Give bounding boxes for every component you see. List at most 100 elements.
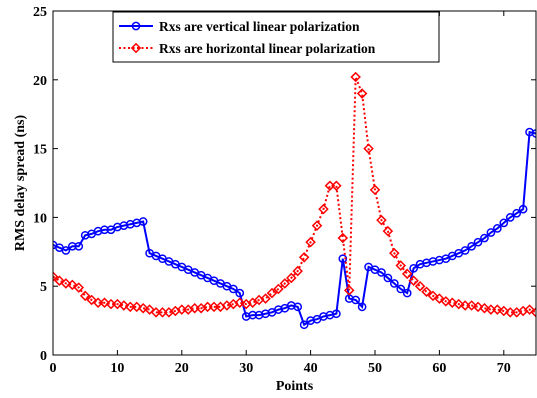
data-point-circle (493, 224, 502, 233)
data-point-circle (531, 129, 536, 138)
data-point-diamond (440, 296, 452, 307)
data-point-circle (383, 273, 393, 283)
data-point-diamond (350, 71, 361, 83)
y-tick-label: 0 (40, 349, 47, 364)
data-point-diamond (266, 287, 278, 299)
data-point-diamond (144, 304, 155, 315)
y-axis-title: RMS delay spread (ns) (13, 115, 28, 252)
plot-area (53, 11, 536, 355)
data-point-diamond (292, 265, 303, 277)
plot-frame (52, 10, 537, 356)
data-point-circle (377, 268, 386, 277)
data-point-diamond (376, 214, 387, 226)
legend-entry: Rxs are horizontal linear polarization (119, 41, 376, 56)
data-point-circle (248, 310, 257, 320)
data-point-diamond (356, 88, 368, 99)
data-point-diamond (86, 294, 97, 306)
data-point-circle (235, 288, 245, 298)
x-tick-label: 20 (175, 361, 189, 376)
data-point-circle (486, 228, 496, 237)
data-point-diamond (60, 278, 72, 289)
data-point-circle (351, 295, 361, 305)
data-point-diamond (479, 302, 490, 314)
data-point-circle (409, 263, 418, 273)
y-tick-label: 20 (33, 74, 47, 89)
data-point-circle (480, 233, 489, 243)
data-point-diamond (273, 283, 284, 295)
data-point-diamond (453, 298, 464, 310)
data-point-diamond (337, 232, 349, 244)
data-point-diamond (131, 301, 142, 313)
data-point-diamond (382, 225, 394, 237)
x-tick-label: 50 (368, 361, 382, 376)
chart-marks (53, 71, 536, 330)
data-point-circle (389, 279, 399, 288)
legend-entry: Rxs are vertical linear polarization (119, 19, 360, 34)
data-point-diamond (434, 293, 445, 304)
data-point-diamond (79, 290, 91, 302)
legend-box (112, 11, 440, 63)
series-horizontal-polarization (53, 71, 536, 318)
legend-label: Rxs are vertical linear polarization (159, 19, 360, 34)
series-vertical-polarization (53, 127, 536, 330)
legend-label: Rxs are horizontal linear polarization (159, 41, 376, 56)
x-tick-label: 10 (110, 361, 124, 376)
data-point-diamond (130, 42, 142, 54)
data-point-diamond (286, 272, 297, 284)
data-point-diamond (421, 286, 432, 297)
legend: Rxs are vertical linear polarization Rxs … (112, 11, 440, 63)
data-point-diamond (54, 275, 65, 286)
y-tick-label: 25 (33, 5, 47, 20)
data-point-diamond (427, 290, 439, 302)
data-point-circle (228, 284, 238, 294)
data-point-diamond (343, 285, 355, 296)
data-point-circle (131, 21, 141, 31)
data-point-diamond (466, 300, 477, 311)
data-point-circle (357, 302, 367, 312)
data-point-diamond (492, 304, 503, 315)
data-point-circle (293, 302, 303, 312)
data-point-circle (74, 241, 84, 251)
data-point-diamond (389, 247, 400, 259)
data-point-diamond (472, 301, 484, 313)
x-tick-label: 30 (239, 361, 253, 376)
data-point-circle (138, 217, 148, 226)
axis-ticks: 0 10 20 30 40 50 60 70 0 5 10 15 20 25 (33, 5, 536, 376)
data-point-circle (402, 288, 412, 298)
data-point-diamond (99, 297, 110, 308)
data-point-circle (473, 237, 483, 247)
data-point-diamond (414, 280, 426, 292)
data-point-diamond (331, 180, 342, 192)
data-point-diamond (112, 298, 123, 310)
data-point-circle (499, 218, 509, 228)
data-point-diamond (53, 271, 59, 282)
data-point-diamond (234, 297, 246, 308)
data-point-circle (396, 284, 406, 294)
data-point-diamond (311, 220, 323, 231)
data-point-diamond (530, 307, 536, 318)
data-point-diamond (408, 275, 419, 286)
series-line (53, 76, 536, 314)
x-tick-label: 60 (432, 361, 446, 376)
y-tick-label: 5 (40, 280, 47, 295)
data-point-circle (332, 309, 341, 319)
y-tick-label: 10 (33, 211, 47, 226)
data-point-circle (299, 320, 309, 330)
data-point-diamond (395, 260, 407, 271)
data-point-diamond (318, 203, 329, 215)
x-tick-label: 40 (304, 361, 318, 376)
data-point-circle (518, 204, 528, 214)
data-point-diamond (298, 252, 310, 263)
data-point-diamond (401, 268, 413, 280)
data-point-diamond (369, 184, 381, 196)
data-point-diamond (447, 297, 458, 308)
data-point-circle (505, 213, 515, 222)
data-point-circle (467, 241, 476, 251)
x-tick-label: 70 (497, 361, 511, 376)
data-point-circle (100, 225, 109, 235)
data-point-diamond (305, 236, 316, 248)
x-tick-label: 0 (50, 361, 57, 376)
data-point-diamond (524, 304, 535, 315)
y-tick-label: 15 (33, 143, 47, 158)
